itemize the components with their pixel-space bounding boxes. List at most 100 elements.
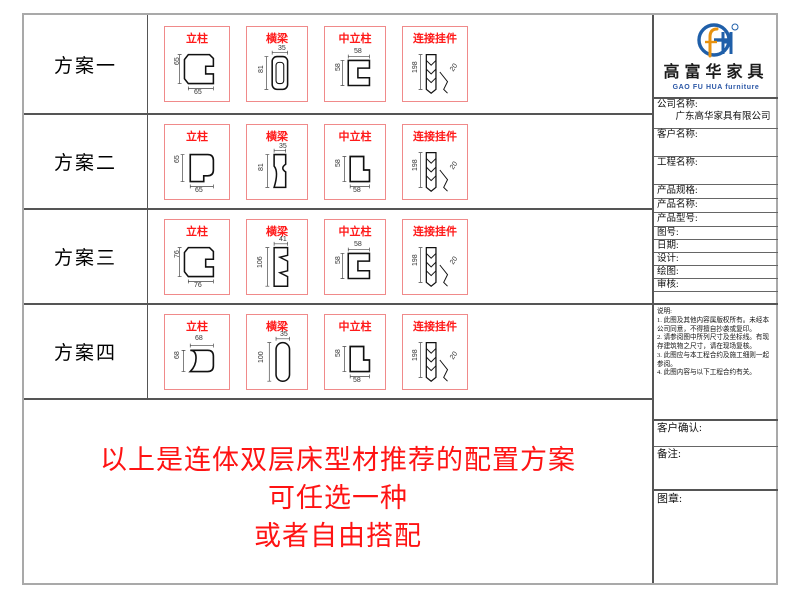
part-title: 中立柱 [338, 320, 372, 333]
field-customer-name[interactable]: 客户名称: [654, 129, 778, 157]
dim-height: 65 [174, 57, 181, 65]
field-label: 产品规格: [657, 186, 698, 196]
dim-length: 198 [412, 61, 419, 73]
part-cell-beam[interactable]: 横梁 106 41 [246, 218, 308, 295]
notes-block: 说明: 1. 此图及其他内容属版权所有。未经本公司同意，不得擅自抄袭或复印。 2… [654, 305, 778, 421]
part-cell-hanger[interactable]: 连接挂件 198 20 [402, 313, 468, 390]
field-product-model[interactable]: 产品型号: [654, 213, 778, 227]
plan-row[interactable]: 方案二 立柱 65 65 横梁 [24, 115, 652, 210]
dim-height: 58 [335, 63, 342, 71]
dim-height: 58 [335, 158, 342, 167]
note-item: 4. 此图内容与以下工程合约有关。 [657, 369, 756, 377]
part-cell-mid-column[interactable]: 中立柱 58 58 [324, 313, 386, 390]
mid-column-profile-icon [340, 54, 371, 87]
plan-parts: 立柱 65 65 横梁 [148, 15, 652, 113]
plan-parts: 立柱 65 65 横梁 [148, 115, 652, 208]
gaofuhua-logo-icon [697, 22, 739, 58]
profile-drawing-column [165, 238, 229, 292]
profile-drawing-column [165, 333, 229, 387]
plan-label: 方案一 [24, 15, 148, 113]
part-title: 立柱 [186, 33, 208, 45]
plan-row[interactable]: 方案一 立柱 65 65 横梁 [24, 15, 652, 115]
title-block: 高富华家具 GAO FU HUA furniture 公司名称: 广东高华家具有… [652, 15, 778, 583]
field-remark[interactable]: 备注: [654, 447, 778, 491]
company-logo: 高富华家具 GAO FU HUA furniture [654, 15, 778, 99]
field-design[interactable]: 设计: [654, 253, 778, 266]
profile-drawing-hanger [403, 45, 467, 99]
hanger-profile-icon [418, 151, 449, 192]
part-cell-hanger[interactable]: 连接挂件 198 20 [402, 26, 468, 102]
summary-line-3: 或者自由搭配 [254, 521, 422, 552]
field-label: 日期: [657, 241, 679, 251]
plan-row[interactable]: 方案三 立柱 76 76 横梁 [24, 210, 652, 305]
part-cell-mid-column[interactable]: 中立柱 58 58 [324, 26, 386, 102]
plan-label: 方案三 [24, 210, 148, 303]
profile-drawing-hanger [403, 333, 467, 387]
part-title: 中立柱 [338, 225, 372, 238]
part-title: 横梁 [266, 33, 288, 45]
field-product-spec[interactable]: 产品规格: [654, 185, 778, 199]
dim-width: 65 [195, 186, 203, 194]
mid-column-profile-icon [340, 247, 371, 279]
part-cell-column[interactable]: 立柱 65 65 [164, 123, 230, 200]
profile-drawing-mid-column [325, 238, 385, 292]
field-product-name[interactable]: 产品名称: [654, 199, 778, 213]
summary-line-1: 以上是连体双层床型材推荐的配置方案 [100, 444, 576, 475]
part-cell-beam[interactable]: 横梁 81 35 [246, 26, 308, 102]
column-profile-icon [181, 343, 215, 372]
dim-width: 41 [279, 235, 287, 243]
part-cell-hanger[interactable]: 连接挂件 198 20 [402, 218, 468, 295]
plan-label: 方案四 [24, 305, 148, 398]
dim-height: 106 [257, 255, 264, 268]
part-title: 连接挂件 [413, 225, 457, 238]
part-title: 立柱 [186, 320, 208, 333]
plan-row[interactable]: 方案四 立柱 68 68 横梁 [24, 305, 652, 400]
beam-profile-icon [264, 50, 289, 91]
mid-column-profile-icon [342, 345, 371, 378]
field-project-name[interactable]: 工程名称: [654, 157, 778, 185]
notes-heading: 说明: [657, 308, 673, 315]
field-label: 客户名称: [657, 130, 698, 140]
summary-line-2: 可任选一种 [268, 482, 408, 513]
part-cell-beam[interactable]: 横梁 100 35 [246, 313, 308, 390]
dim-height: 58 [335, 348, 342, 357]
field-company-name[interactable]: 公司名称: 广东高华家具有限公司 [654, 99, 778, 129]
plan-label: 方案二 [24, 115, 148, 208]
field-label: 图号: [657, 228, 679, 238]
dim-width: 58 [354, 48, 362, 55]
part-cell-column[interactable]: 立柱 65 65 [164, 26, 230, 102]
part-cell-beam[interactable]: 横梁 81 35 [246, 123, 308, 200]
dim-height: 81 [258, 65, 265, 73]
part-cell-hanger[interactable]: 连接挂件 198 20 [402, 123, 468, 200]
profile-drawing-mid-column [325, 333, 385, 387]
part-title: 横梁 [266, 130, 288, 143]
dim-length: 198 [412, 348, 419, 361]
profile-drawing-beam [247, 238, 307, 292]
field-review[interactable]: 审核: [654, 279, 778, 292]
profile-drawing-beam [247, 333, 307, 387]
field-label: 产品型号: [657, 214, 698, 224]
part-title: 连接挂件 [413, 33, 457, 45]
dim-height: 81 [258, 162, 265, 171]
part-title: 连接挂件 [413, 320, 457, 333]
part-cell-column[interactable]: 立柱 76 76 [164, 218, 230, 295]
field-drawing-no[interactable]: 图号: [654, 227, 778, 240]
dim-height: 65 [174, 154, 181, 163]
field-label: 绘图: [657, 267, 679, 277]
part-cell-column[interactable]: 立柱 68 68 [164, 313, 230, 390]
plan-parts: 立柱 68 68 横梁 [148, 305, 652, 398]
field-draw[interactable]: 绘图: [654, 266, 778, 279]
field-date[interactable]: 日期: [654, 240, 778, 253]
note-item: 1. 此图及其他内容属版权所有。未经本公司同意，不得擅自抄袭或复印。 [657, 316, 770, 333]
field-stamp[interactable]: 图章: [654, 491, 778, 587]
part-cell-mid-column[interactable]: 中立柱 58 58 [324, 218, 386, 295]
part-cell-mid-column[interactable]: 中立柱 58 58 [324, 123, 386, 200]
beam-profile-icon [265, 241, 289, 287]
beam-profile-icon [267, 336, 291, 382]
dim-height: 76 [174, 249, 181, 258]
field-label: 公司名称: [657, 100, 698, 110]
part-title: 横梁 [266, 320, 288, 333]
field-label: 工程名称: [657, 158, 698, 168]
field-customer-confirm[interactable]: 客户确认: [654, 421, 778, 447]
profile-drawing-column [165, 143, 229, 197]
